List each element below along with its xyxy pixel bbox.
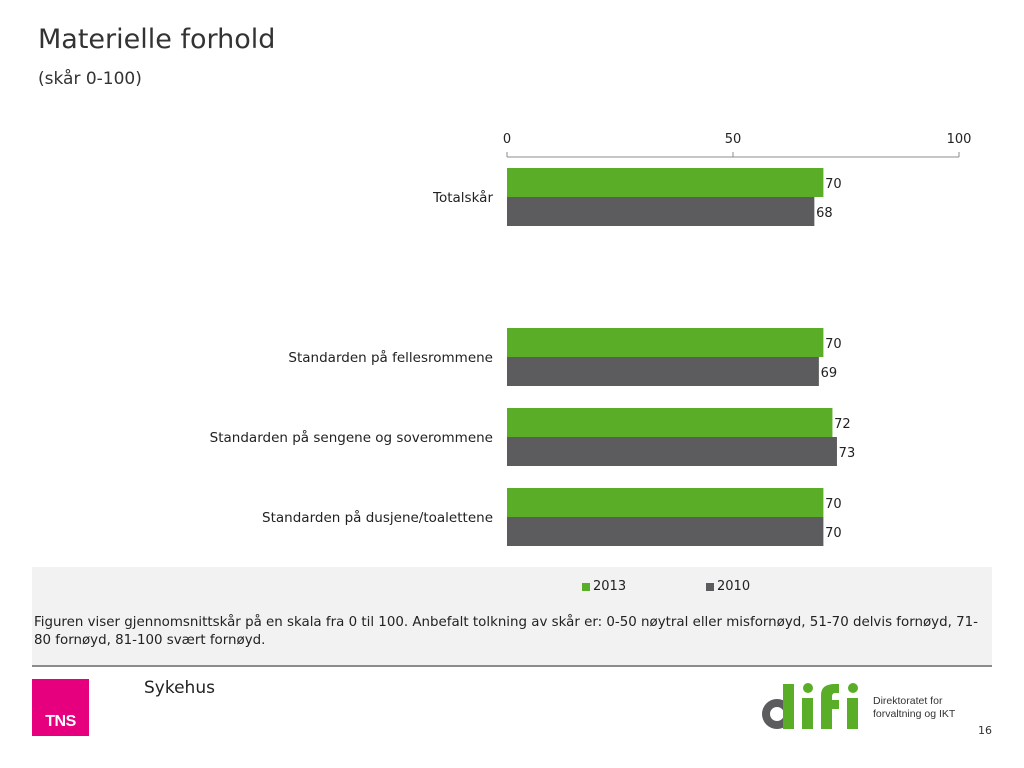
bar-chart: 0 50 100 Totalskår 70 68 Standarden på fellesr… — [210, 132, 972, 546]
data-label-2013: 72 — [834, 417, 851, 432]
category-label: Standarden på dusjene/toalettene — [262, 509, 493, 526]
x-tick-label: 0 — [503, 132, 511, 147]
legend-label-2013: 2013 — [593, 579, 627, 594]
data-label-2010: 69 — [821, 366, 838, 381]
legend-panel: 2013 2010 Figuren viser gjennomsnittskår… — [32, 567, 992, 667]
difi-logo — [762, 683, 858, 729]
x-tick-label: 100 — [947, 132, 972, 147]
difi-caption-line2: forvaltning og IKT — [873, 708, 956, 720]
bar-2013 — [507, 488, 824, 517]
data-label-2013: 70 — [825, 497, 842, 512]
interpretation-note: Figuren viser gjennomsnittskår på en ska… — [34, 615, 978, 648]
page-subtitle: (skår 0-100) — [38, 69, 142, 89]
data-label-2013: 70 — [825, 177, 842, 192]
legend-item-2010: 2010 — [706, 579, 750, 594]
difi-caption-line1: Direktoratet for — [873, 695, 943, 707]
legend-swatch-2013 — [582, 582, 590, 591]
legend-swatch-2010 — [706, 582, 714, 591]
bar-2013 — [507, 408, 833, 437]
data-label-2010: 73 — [839, 446, 856, 461]
bar-2010 — [507, 517, 824, 546]
sector-label: Sykehus — [144, 678, 215, 698]
category-label: Totalskår — [432, 189, 493, 206]
legend-item-2013: 2013 — [582, 579, 626, 594]
page-number: 16 — [978, 724, 992, 737]
tns-logo: TNS — [32, 679, 89, 736]
category-label: Standarden på fellesrommene — [288, 349, 493, 366]
difi-caption: Direktoratet for forvaltning og IKT — [873, 695, 955, 721]
data-label-2010: 70 — [825, 526, 842, 541]
data-label-2013: 70 — [825, 337, 842, 352]
bar-2010 — [507, 437, 837, 466]
bar-2010 — [507, 357, 819, 386]
tns-logo-text: TNS — [45, 713, 76, 730]
bar-2010 — [507, 197, 815, 226]
bar-2013 — [507, 168, 824, 197]
bar-2013 — [507, 328, 824, 357]
legend-label-2010: 2010 — [717, 579, 751, 594]
x-tick-label: 50 — [725, 132, 742, 147]
page-title: Materielle forhold — [38, 24, 276, 55]
category-label: Standarden på sengene og soverommene — [210, 429, 493, 446]
data-label-2010: 68 — [816, 206, 833, 221]
